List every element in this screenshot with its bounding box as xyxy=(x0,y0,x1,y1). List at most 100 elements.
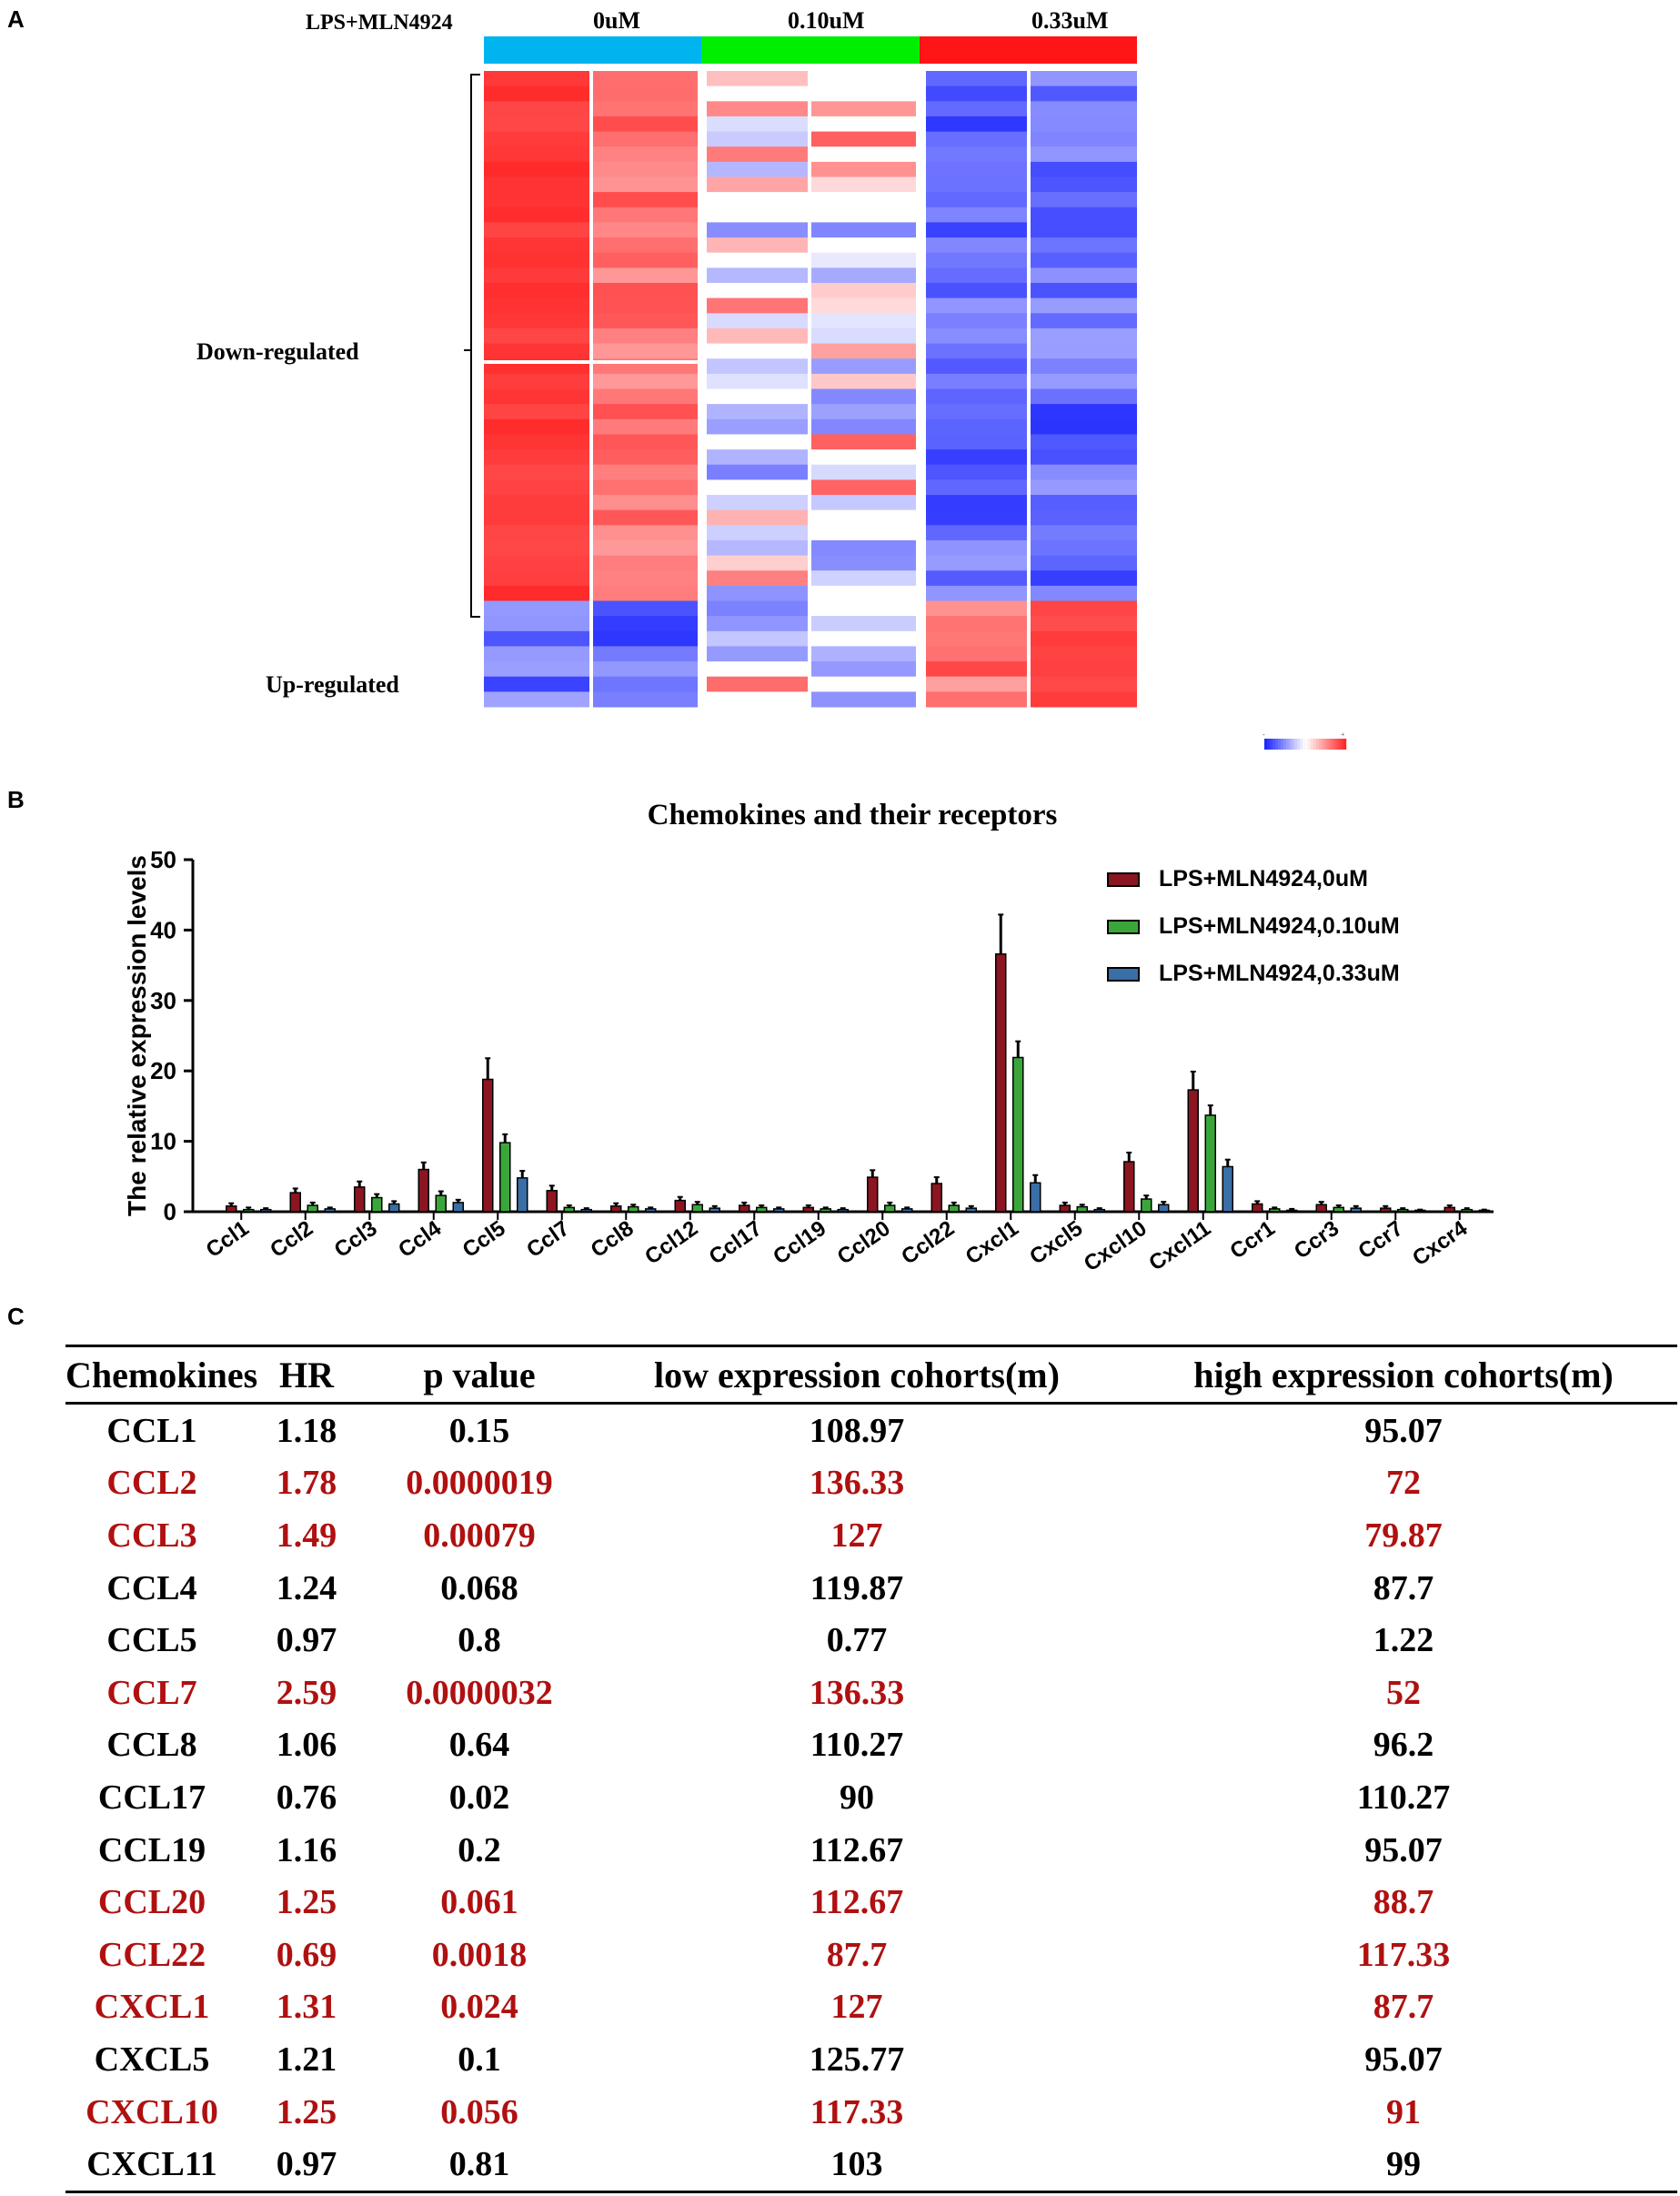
heatmap-cell xyxy=(593,146,698,163)
bar-Cxcl10-series-2 xyxy=(1158,1204,1170,1213)
heatmap-cell xyxy=(926,600,1027,617)
heatmap-cell xyxy=(926,434,1027,450)
heatmap-cell xyxy=(593,116,698,132)
table-row: CXCL11 0.97 0.81 103 99 xyxy=(65,2138,1677,2192)
down-regulated-bracket xyxy=(464,74,480,618)
heatmap-cell xyxy=(926,646,1027,662)
heatmap-cell xyxy=(811,313,916,329)
heatmap-cell xyxy=(811,585,916,601)
heatmap-cell xyxy=(484,570,589,587)
bar-Cxcl10-series-1 xyxy=(1141,1198,1152,1213)
heatmap-cell xyxy=(593,222,698,238)
y-tick-label: 20 xyxy=(150,1057,176,1084)
heatmap-cell xyxy=(811,509,916,526)
heatmap-cell xyxy=(811,616,916,632)
x-tick-label: Ccl8 xyxy=(587,1216,639,1263)
bar-Ccl8-series-2 xyxy=(645,1208,657,1213)
heatmap-cell xyxy=(593,283,698,299)
bar-Ccl7-series-0 xyxy=(546,1190,558,1213)
x-tick-label: Ccl20 xyxy=(833,1216,895,1270)
table-row: CCL22 0.69 0.0018 87.7 117.33 xyxy=(65,1929,1677,1981)
cell-p-value: 0.0000019 xyxy=(406,1464,553,1503)
heatmap-cell xyxy=(811,161,916,177)
heatmap-cell xyxy=(707,525,808,541)
bar-Cxcl11-series-2 xyxy=(1222,1165,1233,1213)
table-body: CCL1 1.18 0.15 108.97 95.07 CCL2 1.78 0.0000019… xyxy=(65,1404,1677,2192)
bar-Cxcr4-series-2 xyxy=(1478,1209,1490,1213)
bar-Ccl12-series-2 xyxy=(709,1207,720,1213)
cell-high-cohort: 117.33 xyxy=(1356,1935,1451,1974)
cell-chemokine: CXCL11 xyxy=(86,2145,217,2184)
bar-Cxcl11-series-0 xyxy=(1187,1089,1199,1213)
heatmap-cell xyxy=(926,555,1027,571)
heatmap-cell xyxy=(707,676,808,692)
heatmap-cell xyxy=(484,676,589,692)
bar-Ccl4-series-2 xyxy=(452,1202,464,1213)
bar-Ccl22-series-1 xyxy=(948,1204,960,1213)
heatmap-cell xyxy=(1031,192,1137,208)
heatmap-group-bar-0 xyxy=(484,36,701,64)
bar-Ccl17-series-2 xyxy=(773,1208,785,1213)
heatmap-cell xyxy=(926,616,1027,632)
cell-p-value: 0.056 xyxy=(440,2092,518,2131)
heatmap-cell xyxy=(811,676,916,692)
bar-Ccl3-series-1 xyxy=(371,1196,383,1213)
heatmap-cell xyxy=(707,418,808,435)
heatmap-cell xyxy=(484,267,589,284)
heatmap-cell xyxy=(1031,146,1137,163)
bar-Ccr7-series-0 xyxy=(1380,1207,1392,1213)
legend-swatch xyxy=(1316,739,1320,750)
cell-low-cohort: 127 xyxy=(830,1988,883,2027)
heatmap-cell xyxy=(593,495,698,511)
cell-hr: 0.97 xyxy=(276,1621,337,1660)
heatmap-cell xyxy=(1031,313,1137,329)
heatmap-group-label-2: 0.33uM xyxy=(1031,7,1109,34)
cell-high-cohort: 110.27 xyxy=(1356,1778,1451,1817)
bar-Ccl1-series-2 xyxy=(260,1208,272,1213)
cell-hr: 0.97 xyxy=(276,2145,337,2184)
heatmap-cell xyxy=(593,404,698,420)
heatmap-cell xyxy=(707,630,808,647)
heatmap-cell xyxy=(811,101,916,117)
legend-swatch xyxy=(1338,739,1342,750)
heatmap-cell xyxy=(811,600,916,617)
x-tick-label: Ccl17 xyxy=(705,1216,767,1270)
cell-hr: 1.31 xyxy=(276,1988,337,2027)
heatmap-cell xyxy=(484,222,589,238)
legend-swatch xyxy=(1333,739,1336,750)
heatmap-cell xyxy=(593,539,698,556)
cell-hr: 1.16 xyxy=(276,1830,337,1869)
table-row: CCL20 1.25 0.061 112.67 88.7 xyxy=(65,1876,1677,1929)
legend-swatch xyxy=(1335,739,1339,750)
heatmap-cell xyxy=(1031,646,1137,662)
heatmap-cell xyxy=(1031,479,1137,496)
cell-p-value: 0.64 xyxy=(448,1726,510,1765)
legend-swatch xyxy=(1308,739,1312,750)
bar-chart: Chemokines and their receptors The relati… xyxy=(123,799,1494,1276)
heatmap-cell xyxy=(484,161,589,177)
cell-chemokine: CCL2 xyxy=(106,1464,197,1503)
bar-Ccl19-series-1 xyxy=(820,1208,831,1213)
legend-swatch xyxy=(1313,739,1317,750)
bar-Ccl17-series-1 xyxy=(756,1206,768,1213)
heatmap-cell xyxy=(707,267,808,284)
heatmap-cell xyxy=(484,661,589,678)
bar-Ccl7-series-2 xyxy=(580,1208,592,1213)
legend-swatch xyxy=(1283,739,1287,750)
heatmap-cell xyxy=(484,479,589,496)
x-tick-label: Ccl5 xyxy=(458,1216,510,1263)
x-tick-label: Ccr1 xyxy=(1225,1216,1279,1264)
bar-Cxcr4-series-0 xyxy=(1444,1206,1455,1213)
heatmap-cell xyxy=(484,237,589,254)
cell-chemokine: CCL20 xyxy=(97,1883,206,1922)
heatmap-cell xyxy=(484,116,589,132)
x-tick-label: Ccr7 xyxy=(1353,1216,1407,1264)
cell-low-cohort: 87.7 xyxy=(826,1935,888,1974)
heatmap-cell xyxy=(707,585,808,601)
chart-legend: LPS+MLN4924,0uM LPS+MLN4924,0.10uM LPS+MLN… xyxy=(1107,866,1400,986)
heatmap-group-label-1: 0.10uM xyxy=(788,7,865,34)
legend-max-label: + xyxy=(1341,730,1345,739)
heatmap-cell xyxy=(926,495,1027,511)
heatmap-cell xyxy=(707,479,808,496)
panel-label-c: C xyxy=(7,1303,25,1330)
